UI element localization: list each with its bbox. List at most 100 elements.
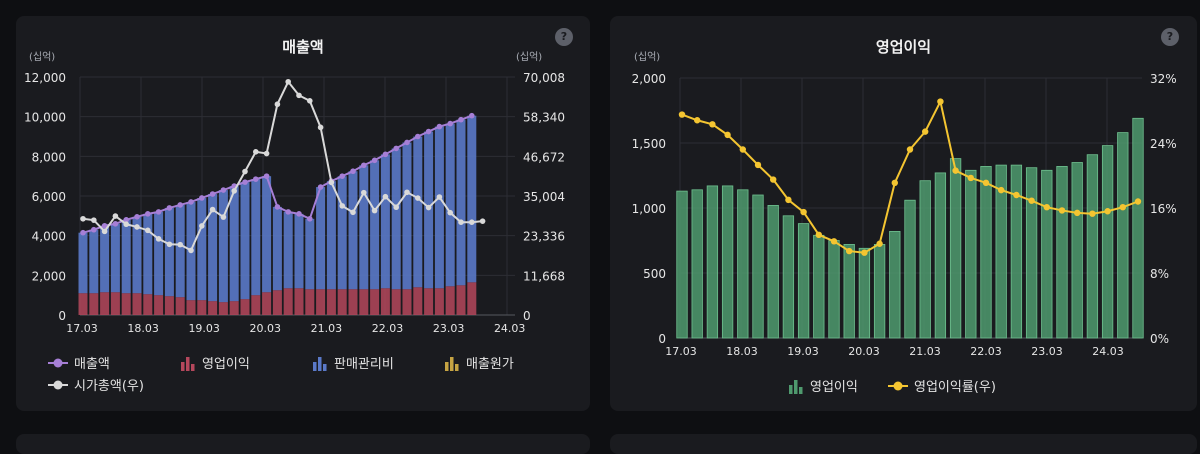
- point-revenue: [80, 229, 86, 236]
- legend-revenue-label: 매출액: [74, 357, 110, 372]
- point-op-margin: [1043, 203, 1050, 211]
- point-market-cap: [404, 189, 410, 196]
- bar-op-profit: [434, 288, 444, 315]
- bar-sga: [121, 219, 131, 294]
- line-market-cap: [82, 79, 483, 252]
- bar-op-profit: [132, 293, 142, 315]
- bar-sga: [305, 218, 315, 290]
- point-revenue: [91, 226, 97, 233]
- point-revenue: [209, 191, 216, 197]
- help-icon[interactable]: ?: [555, 28, 573, 46]
- bar-op-profit: [283, 288, 293, 315]
- bar-sga: [370, 160, 380, 290]
- y-left-tick-label: 0: [658, 332, 666, 346]
- bar-op-profit: [797, 223, 810, 339]
- bar-sga: [175, 204, 185, 298]
- point-revenue: [350, 168, 356, 175]
- bar-op-profit: [78, 293, 88, 315]
- y-right-tick-label: 24%: [1150, 137, 1177, 151]
- legend-market-cap[interactable]: 시가총액(우): [48, 375, 144, 394]
- point-revenue: [361, 162, 367, 169]
- bar-op-profit: [175, 297, 185, 315]
- bar-sga: [326, 181, 336, 290]
- point-op-margin: [1089, 210, 1096, 217]
- bar-op-profit: [240, 299, 250, 315]
- bar-op-profit: [305, 289, 315, 315]
- bar-op-profit: [873, 243, 886, 339]
- bar-op-profit: [164, 296, 174, 315]
- bar-op-profit: [1101, 145, 1114, 339]
- point-market-cap: [101, 228, 108, 235]
- legend-revenue[interactable]: 매출액: [48, 353, 110, 372]
- bar-op-profit: [1071, 162, 1083, 339]
- point-op-margin: [1119, 203, 1126, 211]
- point-market-cap: [134, 224, 140, 230]
- bar-op-profit: [143, 294, 153, 315]
- y-left-tick-label: 1,000: [632, 202, 666, 216]
- point-market-cap: [231, 188, 237, 194]
- legend-op-profit[interactable]: 영업이익: [180, 353, 250, 372]
- point-revenue: [425, 128, 432, 135]
- bar-op-profit: [1132, 117, 1144, 339]
- x-tick-label: 20.03: [848, 345, 880, 358]
- y-left-tick-label: 6,000: [32, 190, 66, 204]
- point-revenue: [134, 214, 140, 220]
- point-revenue: [458, 116, 464, 123]
- point-revenue: [166, 205, 173, 211]
- bar-sga: [208, 194, 218, 302]
- point-market-cap: [371, 207, 378, 214]
- y-right-tick-label: 23,336: [523, 230, 565, 244]
- y-left-tick-label: 2,000: [632, 72, 666, 86]
- legend-op-profit[interactable]: 영업이익: [788, 376, 858, 395]
- bar-op-profit: [934, 172, 947, 339]
- bar-sga: [283, 211, 293, 289]
- point-revenue: [469, 112, 475, 119]
- help-icon[interactable]: ?: [1161, 28, 1179, 46]
- point-market-cap: [145, 227, 151, 234]
- point-op-margin: [1058, 207, 1066, 214]
- bar-sga: [380, 154, 390, 289]
- point-market-cap: [469, 219, 475, 225]
- point-market-cap: [393, 204, 400, 211]
- bar-sga: [154, 211, 164, 296]
- bar-op-profit: [813, 234, 825, 339]
- point-revenue: [263, 173, 270, 179]
- legend-cogs[interactable]: 매출원가: [444, 353, 514, 372]
- point-market-cap: [436, 194, 443, 200]
- bar-op-profit: [316, 289, 326, 315]
- point-market-cap: [166, 241, 173, 248]
- bar-chart-icon: [445, 356, 459, 371]
- point-op-margin: [876, 240, 883, 247]
- op-profit-panel: 영업이익 ? (십억) 0 500 1,000 1,500 2,000 0% 8% 16% 24…: [610, 16, 1197, 411]
- point-market-cap: [123, 221, 129, 228]
- bar-op-profit: [218, 302, 228, 315]
- y-right-tick-label: 58,340: [523, 111, 565, 125]
- legend-sga[interactable]: 판매관리비: [312, 353, 394, 372]
- x-tick-label: 24.03: [1092, 345, 1124, 358]
- point-op-margin: [815, 231, 822, 239]
- legend-cogs-label: 매출원가: [466, 357, 514, 372]
- legend-op-margin[interactable]: 영업이익률(우): [888, 376, 996, 395]
- bar-op-profit: [100, 292, 110, 315]
- point-revenue: [415, 133, 421, 140]
- bar-chart-icon: [313, 356, 327, 371]
- x-tick-label: 22.03: [970, 345, 1002, 358]
- legend-op-profit-label: 영업이익: [202, 357, 250, 372]
- y-left-tick-label: 1,500: [632, 137, 666, 151]
- point-market-cap: [263, 150, 270, 157]
- bar-sga: [164, 207, 174, 297]
- line-marker-icon: [48, 358, 68, 367]
- bar-op-profit: [843, 243, 855, 339]
- bar-sga: [456, 119, 466, 286]
- bar-op-profit: [456, 285, 466, 315]
- bar-op-profit: [348, 289, 358, 315]
- point-revenue: [188, 199, 194, 205]
- y-left-tick-label: 4,000: [32, 230, 66, 244]
- point-revenue: [307, 216, 313, 222]
- op-profit-chart-title: 영업이익: [875, 38, 932, 56]
- bar-sga: [434, 126, 444, 289]
- bar-op-profit: [721, 185, 734, 339]
- bar-op-profit: [380, 288, 390, 315]
- point-revenue: [253, 176, 259, 182]
- bar-op-profit: [1041, 169, 1053, 339]
